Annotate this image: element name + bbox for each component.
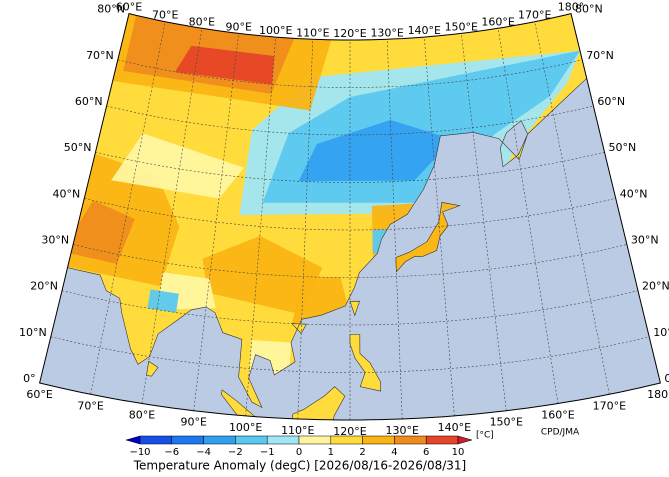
- lat-label: 70°N: [86, 49, 114, 62]
- lat-label: 50°N: [64, 141, 92, 154]
- colorbar-end: [125, 435, 141, 445]
- graticule: [50, 21, 650, 420]
- parallel: [84, 198, 616, 231]
- colorbar-label: −10: [129, 447, 150, 458]
- map: 60°E 70°E 80°E 90°E 100°E 110°E 120°E 130°E 140°…: [19, 1, 669, 438]
- anomaly-area: [111, 133, 245, 199]
- anomaly-area: [298, 120, 454, 182]
- lat-label: 50°N: [609, 141, 637, 154]
- lon-label: 170°E: [518, 9, 551, 22]
- anomaly-area: [61, 200, 135, 264]
- map-frame: [38, 12, 662, 421]
- parallel: [73, 244, 627, 278]
- lon-label: 60°E: [116, 1, 142, 14]
- colorbar-label: −2: [228, 447, 243, 458]
- lon-label: 70°E: [152, 9, 178, 22]
- lat-label: 10°N: [19, 326, 47, 339]
- colorbar-bin: [298, 435, 332, 445]
- lat-label: 80°N: [575, 3, 603, 16]
- meridian: [497, 28, 559, 404]
- lon-label: 110°E: [296, 26, 329, 39]
- anomaly-area: [175, 45, 275, 85]
- meridian: [141, 28, 203, 404]
- lon-label: 120°E: [333, 425, 366, 438]
- parallel: [61, 290, 639, 326]
- lat-label: 40°N: [620, 187, 648, 200]
- colorbar-bin: [362, 435, 395, 445]
- lon-label: 180°: [647, 388, 669, 401]
- lon-label: 110°E: [281, 424, 314, 437]
- lat-label: 20°N: [30, 280, 58, 293]
- colorbar-label: 6: [423, 447, 429, 458]
- meridian: [461, 33, 507, 411]
- lon-label: 140°E: [438, 421, 471, 434]
- meridian: [534, 21, 610, 395]
- lon-label: 150°E: [490, 416, 523, 429]
- meridian: [386, 39, 403, 419]
- lat-label: 40°N: [53, 187, 81, 200]
- lon-label: 80°E: [189, 15, 215, 28]
- lon-label: 160°E: [481, 15, 514, 28]
- colorbar-label: 10: [452, 447, 465, 458]
- lat-label: 70°N: [586, 49, 614, 62]
- lat-label: 30°N: [41, 233, 69, 246]
- lon-label: 70°E: [77, 399, 103, 412]
- lon-label: 150°E: [445, 20, 478, 33]
- lat-label: 60°N: [597, 95, 625, 108]
- lon-label: 100°E: [259, 24, 292, 37]
- lon-label: 100°E: [229, 421, 262, 434]
- colorbar-bin: [203, 435, 236, 445]
- colorbar-label: −6: [164, 447, 179, 458]
- lon-label: 130°E: [370, 26, 403, 39]
- lat-label: 20°N: [642, 280, 669, 293]
- colorbar-bin: [425, 435, 459, 445]
- colorbar-label: 0: [296, 447, 302, 458]
- lat-label: 60°N: [75, 95, 103, 108]
- lon-label: 90°E: [180, 416, 206, 429]
- lat-label: 0°: [23, 372, 36, 385]
- lat-label: 0°: [664, 372, 669, 385]
- colorbar-end: [457, 435, 473, 445]
- colorbar-label: 4: [391, 447, 397, 458]
- lon-label: 120°E: [333, 27, 366, 40]
- colorbar-label: −4: [196, 447, 211, 458]
- meridian: [297, 39, 314, 419]
- colorbar-bin: [171, 435, 204, 445]
- lon-label: 180°: [558, 1, 585, 14]
- lon-label: 140°E: [408, 24, 441, 37]
- meridian: [245, 37, 277, 416]
- parallel: [50, 336, 650, 373]
- lon-label: 160°E: [541, 409, 574, 422]
- colorbar-label: −1: [260, 447, 275, 458]
- anomaly-area: [147, 289, 179, 313]
- colorbar-bin: [235, 435, 268, 445]
- lon-label: 130°E: [385, 424, 418, 437]
- anomaly-area: [202, 235, 323, 315]
- colorbar-bin: [330, 435, 363, 445]
- lon-label: 90°E: [225, 20, 251, 33]
- parallel: [106, 105, 594, 136]
- colorbar-bin: [394, 435, 427, 445]
- colorbar-bin: [139, 435, 173, 445]
- parallel: [95, 151, 605, 183]
- meridian: [423, 37, 455, 416]
- lat-label: 30°N: [631, 233, 659, 246]
- colorbar-label: 2: [359, 447, 365, 458]
- colorbar-unit: [°C]: [476, 431, 494, 441]
- lon-label: 60°E: [26, 388, 52, 401]
- lon-label: 80°E: [129, 409, 155, 422]
- colorbar: −10 −6 −4 −2 −1 0 1 2 4 6 10[°C]: [125, 431, 494, 458]
- meridian: [193, 33, 239, 411]
- lon-label: 170°E: [593, 399, 626, 412]
- lat-label: 10°N: [653, 326, 669, 339]
- credit: CPD/JMA: [541, 428, 580, 438]
- colorbar-bin: [266, 435, 300, 445]
- lat-label: 80°N: [97, 3, 125, 16]
- title: Temperature Anomaly (degC) [2026/08/16-2…: [133, 459, 466, 473]
- colorbar-label: 1: [328, 447, 334, 458]
